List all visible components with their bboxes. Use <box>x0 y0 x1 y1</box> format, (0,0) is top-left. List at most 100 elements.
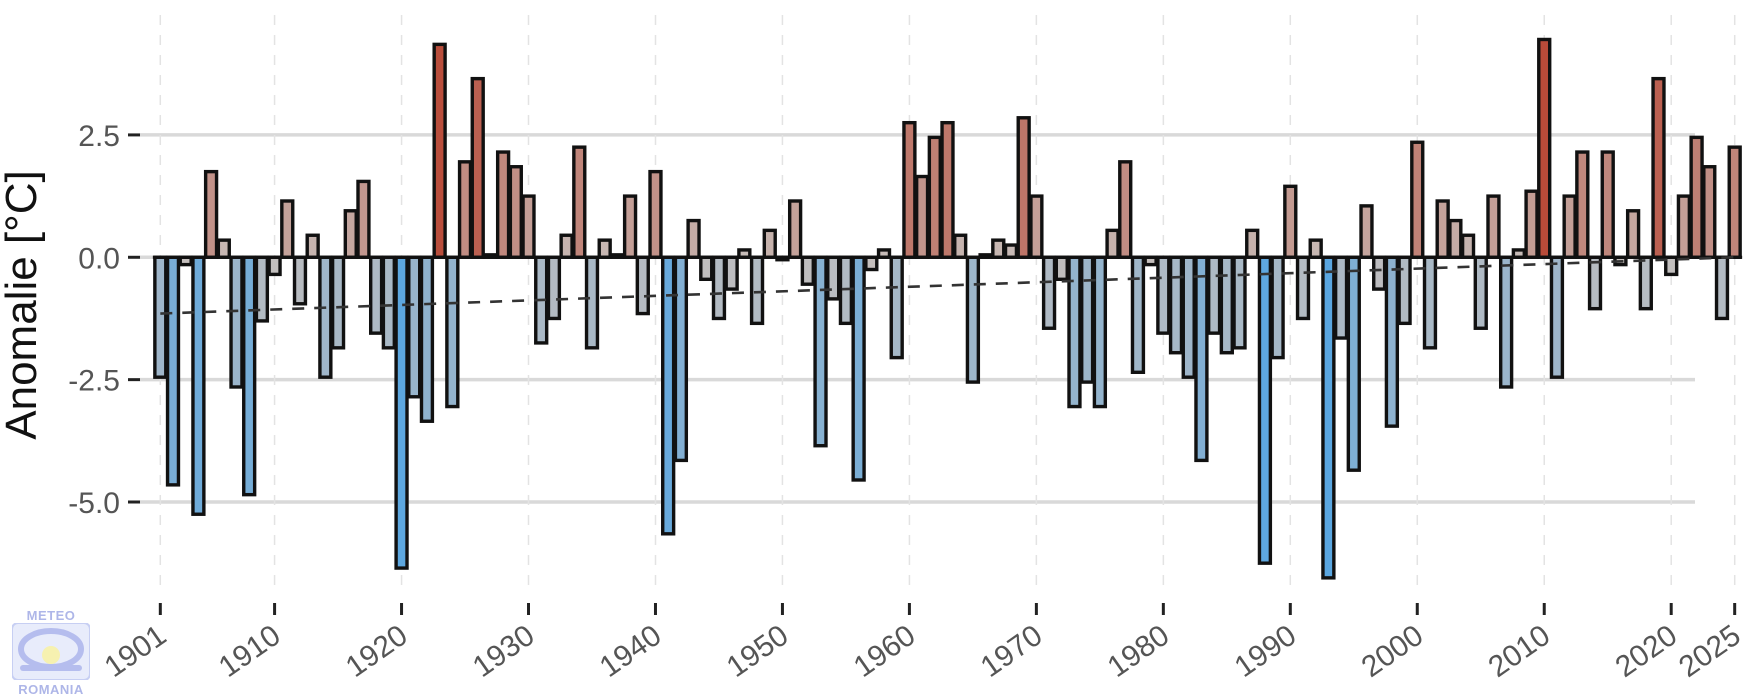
bar-1975 <box>1092 255 1108 409</box>
x-tick-label: 1930 <box>467 619 541 684</box>
bar-2025 <box>1727 145 1742 259</box>
bar-1913 <box>305 233 320 259</box>
bar-1946 <box>724 255 739 291</box>
y-axis-ticks: 2.5 0.0 -2.5 -5.0 <box>68 120 140 520</box>
x-tick-label: 1950 <box>721 619 795 684</box>
bar-1919 <box>381 255 397 350</box>
bar-1969 <box>1016 116 1031 259</box>
bar-2002 <box>1435 199 1450 259</box>
bar-2006 <box>1486 194 1501 259</box>
bar-1972 <box>1054 255 1069 282</box>
bar-series <box>153 37 1742 580</box>
logo-top-text: METEO <box>26 608 76 623</box>
bar-1904 <box>191 255 206 516</box>
bar-1978 <box>1130 255 1146 374</box>
bar-2012 <box>1562 194 1577 259</box>
bar-1921 <box>407 255 422 399</box>
bar-2023 <box>1702 165 1717 259</box>
bar-2024 <box>1714 255 1730 321</box>
bar-1998 <box>1384 255 1400 428</box>
bar-2004 <box>1460 233 1476 259</box>
bar-1990 <box>1283 184 1298 259</box>
bar-1967 <box>991 238 1006 259</box>
bar-2007 <box>1498 255 1514 389</box>
bar-2021 <box>1676 194 1692 259</box>
logo-sun-icon <box>12 623 90 680</box>
bar-1994 <box>1333 255 1349 340</box>
meteo-romania-logo: METEO ROMANIA <box>6 608 96 697</box>
bar-1942 <box>673 255 689 463</box>
x-tick-label: 1910 <box>213 619 287 684</box>
bar-1940 <box>648 169 663 259</box>
bar-2020 <box>1664 255 1679 277</box>
y-tick-label: 0.0 <box>78 242 120 275</box>
bar-1933 <box>559 233 574 259</box>
bar-1964 <box>953 233 968 259</box>
x-tick-label: 1920 <box>340 619 414 684</box>
bar-1992 <box>1308 238 1323 259</box>
bar-1906 <box>216 238 231 259</box>
bar-1902 <box>165 255 181 487</box>
x-tick-label: 1940 <box>594 619 668 684</box>
bar-1948 <box>749 255 765 326</box>
bar-1918 <box>368 255 384 335</box>
bar-2014 <box>1587 255 1603 311</box>
bar-2000 <box>1410 140 1425 259</box>
bar-1912 <box>292 255 308 306</box>
x-tick-label: 2025 <box>1673 619 1747 684</box>
bar-2022 <box>1689 135 1704 259</box>
bar-1914 <box>318 255 333 379</box>
bar-1951 <box>787 199 803 259</box>
bar-1980 <box>1156 255 1171 335</box>
bar-1952 <box>800 255 815 286</box>
bar-1938 <box>622 194 638 259</box>
bar-1924 <box>445 255 460 409</box>
bar-1932 <box>546 255 562 321</box>
bar-1911 <box>280 199 295 259</box>
bar-2009 <box>1524 189 1539 259</box>
bar-2001 <box>1422 255 1438 350</box>
bar-2015 <box>1600 150 1615 259</box>
bar-1949 <box>762 228 777 259</box>
bar-1953 <box>813 255 828 448</box>
bar-1926 <box>470 76 485 259</box>
bar-1929 <box>508 165 523 259</box>
bar-1928 <box>495 150 511 259</box>
bar-1916 <box>343 209 358 259</box>
bar-1989 <box>1270 255 1285 360</box>
bar-1945 <box>711 255 727 321</box>
bar-1960 <box>902 120 917 259</box>
bar-2017 <box>1625 209 1641 259</box>
bar-1961 <box>914 174 930 259</box>
bar-1959 <box>889 255 904 360</box>
bar-1922 <box>419 255 435 423</box>
bar-1985 <box>1219 255 1234 355</box>
bar-1934 <box>572 145 587 259</box>
x-tick-label: 2020 <box>1610 619 1684 684</box>
bar-1910 <box>267 255 282 277</box>
bar-1936 <box>597 238 612 259</box>
bar-2011 <box>1549 255 1565 379</box>
bar-1991 <box>1295 255 1311 321</box>
x-axis-ticks: 1901 1910 1920 1930 1940 1950 1960 1970 1980 1990… <box>99 603 1747 684</box>
logo-bottom-text: ROMANIA <box>18 682 84 697</box>
bar-1939 <box>635 255 650 316</box>
bar-1930 <box>521 194 536 259</box>
bar-1988 <box>1257 255 1273 565</box>
bar-1925 <box>457 160 473 259</box>
bar-1973 <box>1067 255 1082 409</box>
bar-1915 <box>330 255 346 350</box>
bar-1944 <box>699 255 714 282</box>
bar-1974 <box>1080 255 1095 384</box>
bar-1999 <box>1397 255 1412 326</box>
bar-1977 <box>1118 160 1133 259</box>
bar-1993 <box>1321 255 1336 580</box>
bar-1935 <box>584 255 600 350</box>
y-tick-label: -5.0 <box>68 487 120 520</box>
bar-1962 <box>927 135 942 259</box>
bar-1982 <box>1181 255 1196 379</box>
bar-1981 <box>1168 255 1184 355</box>
x-tick-label: 1970 <box>975 619 1049 684</box>
bar-1908 <box>242 255 257 497</box>
x-tick-label: 1980 <box>1102 619 1176 684</box>
